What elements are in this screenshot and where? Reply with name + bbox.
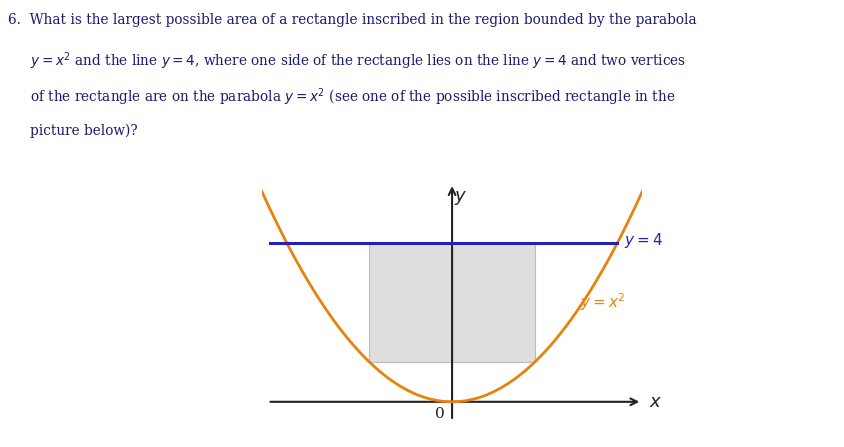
Text: $y = x^2$: $y = x^2$ (580, 291, 625, 313)
Text: picture below)?: picture below)? (30, 123, 137, 138)
Text: $y = 4$: $y = 4$ (623, 232, 663, 250)
Text: of the rectangle are on the parabola $y = x^2$ (see one of the possible inscribe: of the rectangle are on the parabola $y … (30, 87, 674, 108)
Text: $x$: $x$ (648, 393, 662, 411)
Text: $y = x^2$ and the line $y = 4$, where one side of the rectangle lies on the line: $y = x^2$ and the line $y = 4$, where on… (30, 50, 685, 72)
Bar (369, 243, 534, 362)
Text: 0: 0 (435, 407, 444, 421)
Text: 6.  What is the largest possible area of a rectangle inscribed in the region bou: 6. What is the largest possible area of … (8, 13, 696, 27)
Text: $y$: $y$ (453, 189, 467, 207)
